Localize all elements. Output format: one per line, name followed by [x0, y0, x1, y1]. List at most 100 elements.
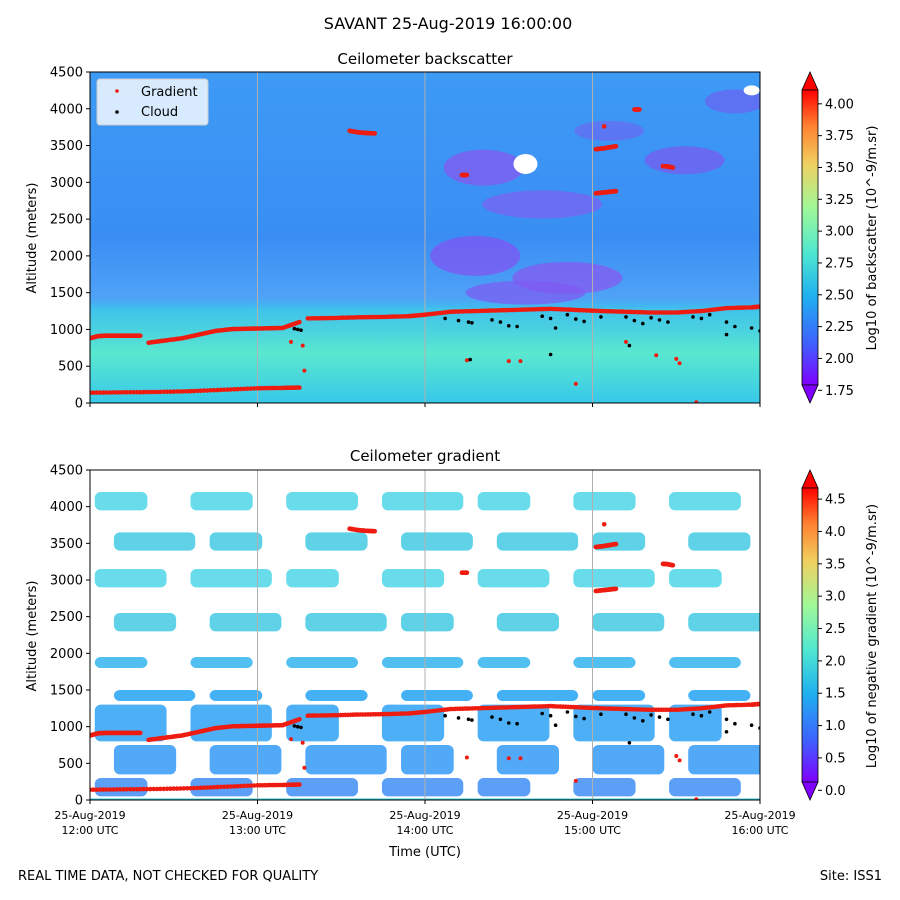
cloud-marker	[548, 713, 553, 718]
gradient-marker	[215, 387, 220, 393]
gradient-band-segment	[401, 745, 454, 775]
gradient-band-segment	[477, 569, 550, 588]
x-tick-date: 25-Aug-2019	[557, 809, 628, 822]
colorbar-tick-label: 3.25	[825, 193, 854, 208]
gradient-band-segment	[190, 569, 272, 588]
gradient-marker	[101, 787, 106, 792]
gradient-marker	[506, 359, 511, 364]
y-tick-label: 4000	[50, 500, 83, 515]
gradient-band-segment	[496, 532, 579, 551]
gradient-band-segment	[305, 745, 387, 775]
gradient-marker	[97, 787, 103, 792]
figure-title: SAVANT 25-Aug-2019 16:00:00	[324, 14, 573, 33]
backscatter-ylabel: Altitude (meters)	[25, 183, 40, 294]
cloud-marker	[599, 712, 603, 716]
cloud-marker	[466, 717, 471, 722]
gradient-band-segment	[573, 778, 636, 797]
cloud-marker	[292, 724, 297, 728]
colorbar1-extend-top	[801, 71, 819, 91]
gradient-marker	[154, 786, 160, 792]
cloud-marker	[540, 711, 544, 716]
colorbar-tick-label: 1.75	[825, 384, 854, 399]
gradient-marker	[694, 400, 699, 403]
y-tick-label: 3500	[50, 139, 83, 154]
legend-gradient-label: Gradient	[141, 85, 198, 100]
gradient-marker	[211, 387, 217, 393]
gradient-marker	[613, 586, 619, 592]
colorbar-tick-label: 0.5	[825, 751, 846, 766]
gradient-band-segment	[209, 745, 282, 775]
gradient-band-segment	[113, 532, 196, 551]
x-tick-date: 25-Aug-2019	[54, 809, 125, 822]
gradient-marker	[164, 389, 170, 395]
gradient-marker	[97, 390, 103, 395]
y-tick-label: 0	[75, 397, 83, 412]
gradient-band-segment	[286, 569, 339, 588]
cloud-marker	[657, 715, 662, 719]
gradient-marker	[104, 390, 109, 395]
gradient-band-segment	[209, 532, 263, 551]
gradient-marker	[218, 784, 223, 790]
gradient-band-segment	[477, 778, 531, 797]
gradient-band-segment	[688, 613, 760, 632]
x-tick-date: 25-Aug-2019	[222, 809, 293, 822]
gradient-band-segment	[573, 657, 636, 668]
gradient-marker	[464, 755, 469, 760]
cloud-marker	[574, 317, 578, 321]
gradient-marker	[624, 339, 628, 344]
colorbar-tick-label: 0.0	[825, 784, 846, 799]
gradient-marker	[208, 388, 213, 393]
missing-data-patch	[513, 153, 538, 174]
gradient-marker	[131, 787, 136, 792]
cloud-marker	[627, 741, 632, 745]
x-axis-label: Time (UTC)	[388, 845, 461, 860]
gradient-band-segment	[113, 613, 177, 632]
colorbar-tick-label: 2.50	[825, 288, 854, 303]
low-backscatter-patch	[482, 190, 603, 219]
gradient-marker	[238, 386, 244, 392]
gradient-marker	[670, 165, 676, 170]
cloud-marker	[299, 328, 303, 333]
gradient-marker	[221, 387, 227, 393]
gradient-band-segment	[190, 657, 253, 668]
site-label: Site: ISS1	[819, 869, 882, 884]
gradient-marker	[158, 389, 163, 395]
gradient-band-segment	[113, 745, 177, 775]
gradient-marker	[154, 389, 160, 395]
cloud-marker	[456, 318, 461, 323]
gradient-band-segment	[401, 532, 473, 551]
gradient-marker	[158, 786, 163, 792]
gradient-marker	[161, 389, 166, 395]
gradient-band-segment	[496, 745, 559, 775]
colorbar-tick-label: 1.0	[825, 719, 846, 734]
gradient-band-segment	[113, 690, 196, 701]
gradient-marker	[138, 389, 143, 395]
gradient-marker	[637, 107, 642, 112]
gradient-marker	[757, 701, 760, 707]
gradient-marker	[211, 784, 217, 790]
gradient-marker	[248, 386, 254, 391]
gradient-marker	[613, 541, 619, 547]
gradient-band-segment	[573, 569, 655, 588]
y-tick-label: 0	[75, 794, 83, 809]
cloud-marker	[574, 714, 578, 719]
gradient-marker	[670, 563, 676, 568]
gradient-marker	[138, 786, 143, 792]
gradient-marker	[111, 787, 116, 792]
gradient-marker	[144, 786, 150, 792]
gradient-band-segment	[305, 690, 368, 701]
colorbar-tick-label: 2.00	[825, 352, 854, 367]
cloud-marker	[292, 326, 297, 331]
cloud-marker	[466, 320, 471, 324]
missing-data-patch	[743, 85, 760, 96]
gradient-marker	[674, 356, 679, 361]
cloud-marker	[627, 343, 632, 348]
gradient-marker	[107, 787, 113, 792]
gradient-marker	[191, 785, 197, 791]
colorbar-tick-label: 3.50	[825, 161, 854, 176]
cloud-marker	[666, 717, 670, 722]
colorbar-tick-label: 3.5	[825, 557, 846, 572]
gradient-marker	[601, 522, 607, 527]
cloud-marker	[691, 315, 695, 319]
cloud-marker	[649, 713, 653, 717]
